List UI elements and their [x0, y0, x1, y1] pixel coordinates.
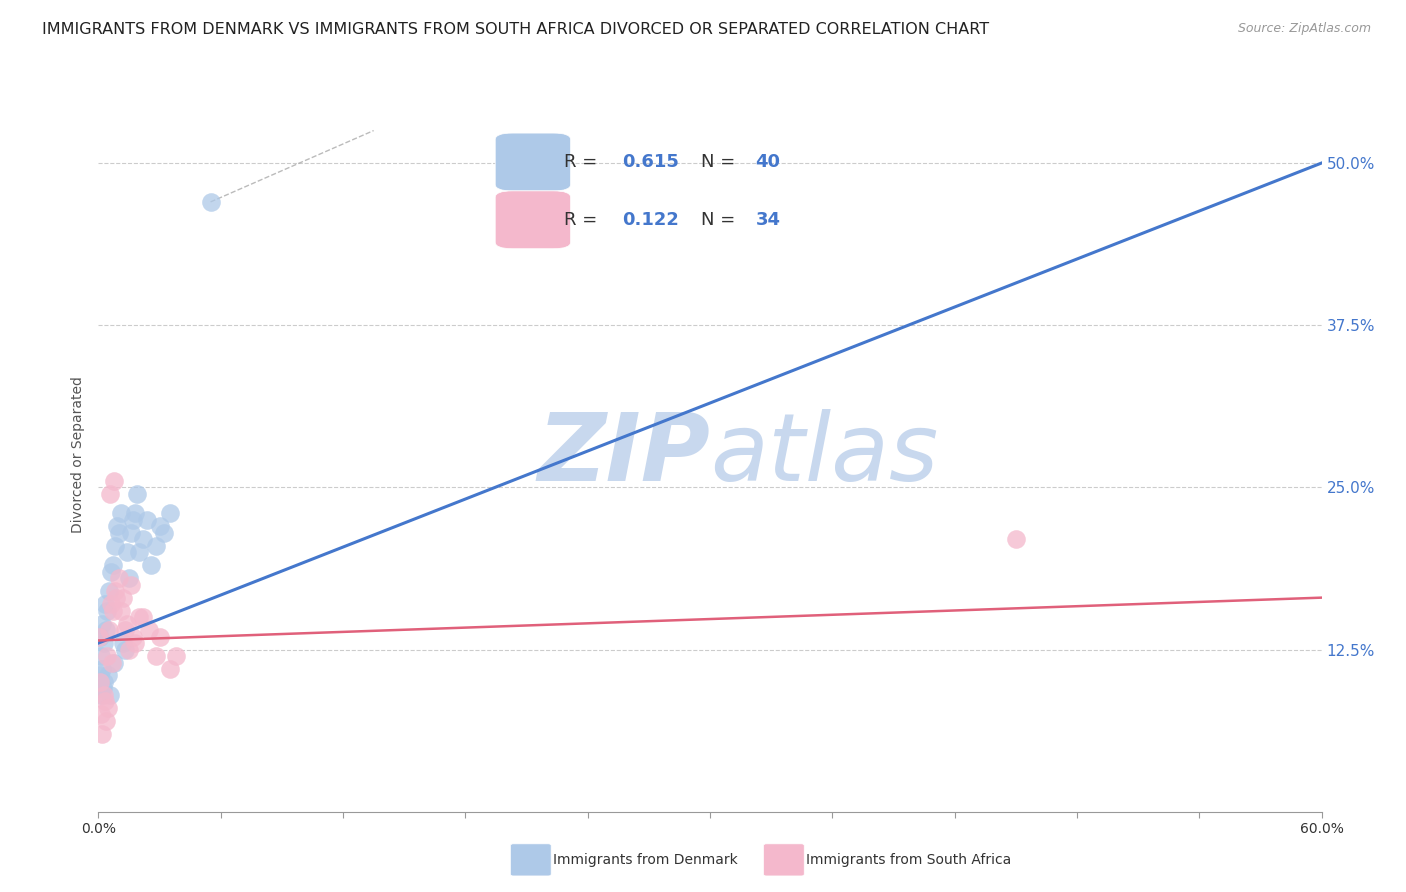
- Point: [118, 571, 141, 585]
- Point: [100, 597, 122, 611]
- Point: [91, 662, 114, 676]
- Point: [89, 681, 111, 696]
- Point: [127, 487, 149, 501]
- Point: [138, 623, 160, 637]
- Point: [149, 519, 172, 533]
- Point: [200, 194, 222, 209]
- Point: [120, 577, 142, 591]
- Point: [145, 539, 167, 553]
- Point: [94, 714, 117, 728]
- Point: [90, 688, 112, 702]
- Point: [93, 675, 115, 690]
- Point: [122, 630, 145, 644]
- Point: [96, 604, 118, 618]
- Point: [111, 636, 134, 650]
- Point: [97, 584, 120, 599]
- Point: [96, 648, 118, 663]
- Point: [159, 662, 181, 676]
- Point: [90, 707, 112, 722]
- Point: [91, 727, 114, 741]
- Point: [105, 519, 128, 533]
- Point: [108, 525, 131, 540]
- Text: ZIP: ZIP: [537, 409, 710, 501]
- Point: [101, 558, 124, 573]
- Point: [114, 642, 136, 657]
- Point: [128, 610, 150, 624]
- Text: Immigrants from South Africa: Immigrants from South Africa: [806, 853, 1011, 867]
- Point: [132, 533, 155, 547]
- Text: Source: ZipAtlas.com: Source: ZipAtlas.com: [1237, 22, 1371, 36]
- Point: [93, 694, 115, 708]
- Point: [103, 656, 125, 670]
- Text: IMMIGRANTS FROM DENMARK VS IMMIGRANTS FROM SOUTH AFRICA DIVORCED OR SEPARATED CO: IMMIGRANTS FROM DENMARK VS IMMIGRANTS FR…: [42, 22, 990, 37]
- Point: [124, 506, 146, 520]
- Point: [115, 616, 138, 631]
- Point: [89, 668, 111, 682]
- Point: [91, 616, 114, 631]
- Point: [93, 688, 115, 702]
- Point: [114, 623, 136, 637]
- Point: [104, 591, 127, 605]
- Point: [120, 525, 142, 540]
- Point: [98, 688, 121, 702]
- Point: [93, 636, 115, 650]
- Point: [152, 525, 174, 540]
- Y-axis label: Divorced or Separated: Divorced or Separated: [72, 376, 86, 533]
- Point: [97, 701, 120, 715]
- Point: [108, 571, 131, 585]
- Point: [141, 558, 163, 573]
- Point: [132, 610, 155, 624]
- Text: atlas: atlas: [710, 409, 938, 500]
- Point: [124, 636, 146, 650]
- Point: [101, 604, 124, 618]
- Point: [90, 648, 112, 663]
- Point: [149, 630, 172, 644]
- Point: [89, 630, 111, 644]
- Point: [110, 604, 132, 618]
- Point: [159, 506, 181, 520]
- Point: [97, 668, 120, 682]
- Point: [104, 584, 127, 599]
- Point: [122, 513, 145, 527]
- Point: [104, 539, 127, 553]
- Point: [94, 623, 117, 637]
- Point: [145, 648, 167, 663]
- Point: [128, 545, 150, 559]
- Point: [110, 506, 132, 520]
- Point: [93, 597, 115, 611]
- Point: [97, 623, 120, 637]
- Point: [103, 474, 125, 488]
- Point: [89, 675, 111, 690]
- Point: [98, 487, 121, 501]
- Point: [1004, 533, 1026, 547]
- Point: [100, 565, 122, 579]
- Point: [89, 630, 111, 644]
- Point: [91, 681, 114, 696]
- Point: [118, 642, 141, 657]
- Point: [136, 513, 159, 527]
- Point: [111, 591, 134, 605]
- Point: [100, 656, 122, 670]
- Point: [165, 648, 187, 663]
- Text: Immigrants from Denmark: Immigrants from Denmark: [553, 853, 737, 867]
- Point: [115, 545, 138, 559]
